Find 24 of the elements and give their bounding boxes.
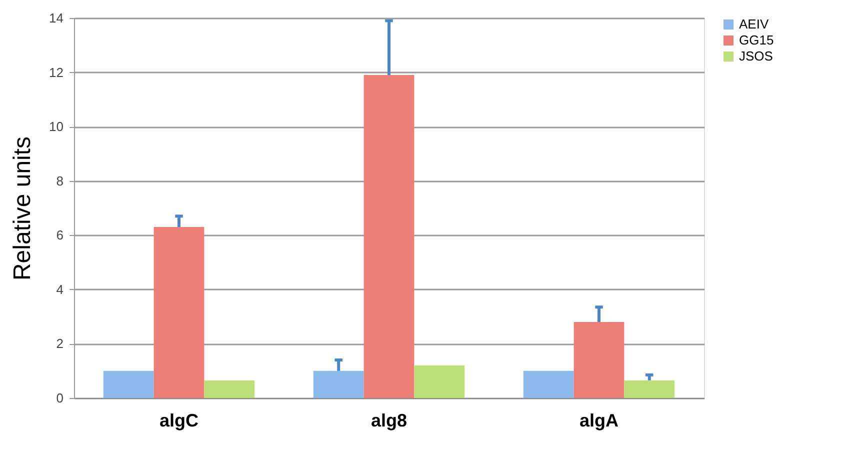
y-tick-label: 12 (49, 64, 64, 80)
y-tick-label: 6 (56, 228, 64, 243)
bar (204, 380, 255, 398)
y-tick-label: 0 (56, 390, 64, 406)
y-tick-label: 14 (49, 10, 64, 26)
bar (624, 380, 675, 398)
bar (103, 370, 154, 398)
y-axis-title: Relative units (9, 136, 36, 281)
bar (574, 322, 624, 398)
y-tick-label: 10 (49, 119, 64, 134)
y-tick-label: 4 (56, 282, 64, 297)
x-tick-label: algC (159, 410, 199, 430)
legend-label: JSOS (739, 48, 774, 64)
legend-label: GG15 (739, 32, 774, 48)
y-tick-label: 8 (56, 173, 64, 188)
bar (414, 365, 465, 398)
y-tick-label: 2 (56, 336, 64, 352)
x-tick-label: alg8 (370, 410, 408, 430)
bar (313, 370, 364, 398)
bar (154, 227, 204, 398)
bar (523, 370, 574, 398)
x-tick-label: algA (579, 410, 619, 430)
bar (364, 75, 414, 398)
legend-label: AEIV (739, 16, 769, 32)
